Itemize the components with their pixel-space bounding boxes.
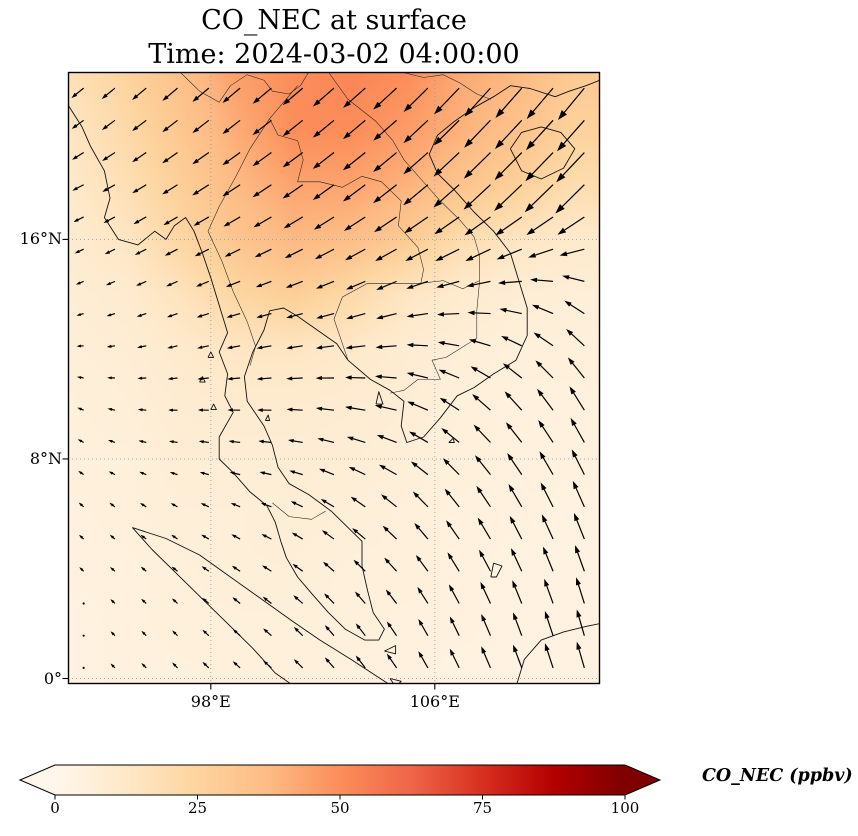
lat-tick-label: 16°N bbox=[19, 229, 62, 249]
colorbar-label: CO_NEC (ppbv) bbox=[702, 766, 853, 786]
svg-text:75: 75 bbox=[473, 799, 492, 817]
svg-text:0: 0 bbox=[50, 799, 60, 817]
plot-frame bbox=[67, 71, 601, 685]
map-plot-area bbox=[62, 71, 601, 690]
gridlines-layer bbox=[68, 72, 600, 684]
chart-subtitle-time: Time: 2024-03-02 04:00:00 bbox=[148, 39, 520, 70]
lat-tick-label: 0° bbox=[43, 668, 62, 688]
svg-text:50: 50 bbox=[330, 799, 349, 817]
borders-layer bbox=[179, 72, 491, 520]
lat-tick-label: 8°N bbox=[29, 448, 62, 468]
chart-title: CO_NEC at surface bbox=[201, 5, 467, 36]
lon-tick-label: 106°E bbox=[409, 692, 460, 711]
coastlines-layer bbox=[68, 79, 600, 684]
axis-ticks bbox=[62, 238, 436, 690]
svg-text:25: 25 bbox=[188, 799, 207, 817]
map-layers bbox=[68, 72, 600, 684]
colorbar: 0 25 50 75 100 bbox=[18, 764, 662, 817]
colorbar-ticks: 0 25 50 75 100 bbox=[50, 795, 639, 817]
svg-text:100: 100 bbox=[611, 799, 640, 817]
lon-tick-label: 98°E bbox=[190, 692, 231, 711]
quiver-layer bbox=[71, 87, 585, 669]
map-overlay-svg bbox=[62, 71, 601, 690]
